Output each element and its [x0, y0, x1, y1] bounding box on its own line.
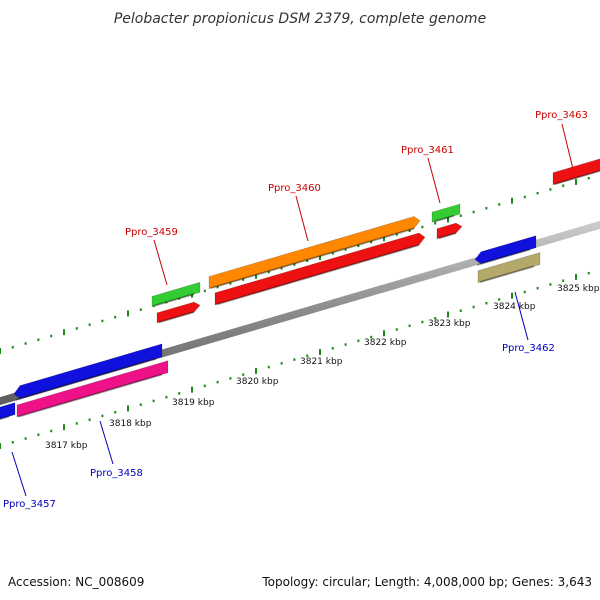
topology-summary-text: Topology: circular; Length: 4,008,000 bp…: [261, 575, 592, 589]
gene-label-ppro-3460[interactable]: Ppro_3460: [268, 183, 321, 194]
leader-ppro-3459: [153, 239, 168, 286]
scale-labels: 3817 kbp 3818 kbp 3819 kbp 3820 kbp 3821…: [45, 284, 600, 451]
gene-feature-ppro-3461-region-shade: [433, 214, 455, 223]
scale-label-3824: 3824 kbp: [493, 302, 536, 312]
gene-feature-ppro-3463: [552, 158, 600, 186]
gene-feature-ppro-3459-shade: [158, 311, 195, 324]
gene-feature-ppro-3460: [214, 232, 426, 306]
gene-feature-ppro-3458-region: [13, 343, 163, 399]
gene-feature-ppro-3457-shade: [0, 415, 10, 421]
scale-label-3820: 3820 kbp: [236, 377, 279, 387]
gene-feature-ppro-3461: [436, 222, 463, 240]
gene-feature-ppro-3459-region: [151, 281, 201, 307]
gene-label-leaders: [11, 123, 574, 497]
scale-label-3823: 3823 kbp: [428, 319, 471, 329]
gene-label-ppro-3458[interactable]: Ppro_3458: [90, 468, 143, 479]
gene-feature-ppro-3461-region: [431, 203, 461, 223]
gene-feature-ppro-3458: [16, 360, 169, 418]
map-title: Pelobacter propionicus DSM 2379, complet…: [114, 11, 486, 27]
gene-label-ppro-3462[interactable]: Ppro_3462: [502, 343, 555, 354]
reverse-strand-tick-track: [0, 271, 590, 449]
gene-feature-ppro-3460-region: [208, 216, 421, 290]
gene-feature-ppro-3460-shade: [216, 244, 420, 306]
gene-label-ppro-3463[interactable]: Ppro_3463: [535, 110, 588, 121]
gene-feature-ppro-3461-shade: [438, 232, 457, 240]
gene-feature-ppro-3460-region-shade: [210, 227, 415, 290]
gene-labels: Ppro_3457 Ppro_3458 Ppro_3459 Ppro_3460 …: [3, 110, 588, 510]
gene-feature-ppro-3458-shade: [18, 373, 163, 418]
gene-features: [0, 158, 600, 421]
gene-feature-ppro-3462-shade: [479, 265, 535, 284]
gene-feature-ppro-3457: [0, 402, 16, 420]
gene-feature-ppro-3459-region-shade: [153, 293, 195, 307]
scale-label-3821: 3821 kbp: [300, 357, 343, 367]
accession-text: Accession: NC_008609: [8, 575, 144, 589]
gene-label-ppro-3461[interactable]: Ppro_3461: [401, 145, 454, 156]
scale-label-3818: 3818 kbp: [109, 419, 152, 429]
leader-ppro-3462: [514, 291, 529, 341]
scale-label-3819: 3819 kbp: [172, 398, 215, 408]
scale-label-3817: 3817 kbp: [45, 441, 88, 451]
gene-feature-ppro-3462-region: [474, 235, 537, 265]
scale-label-3825: 3825 kbp: [557, 284, 600, 294]
gene-feature-ppro-3463-shade: [554, 169, 600, 186]
gene-feature-ppro-3462: [477, 252, 541, 284]
gene-feature-ppro-3458-region-shade: [15, 357, 157, 401]
leader-ppro-3463: [561, 123, 574, 170]
gene-feature-ppro-3459: [156, 301, 201, 324]
leader-ppro-3458: [99, 420, 114, 465]
scale-label-3822: 3822 kbp: [364, 338, 407, 348]
gene-label-ppro-3457[interactable]: Ppro_3457: [3, 499, 56, 510]
leader-ppro-3460: [295, 195, 309, 242]
gene-feature-ppro-3462-region-shade: [476, 248, 531, 266]
leader-ppro-3461: [427, 157, 441, 204]
leader-ppro-3457: [11, 451, 27, 497]
gene-label-ppro-3459[interactable]: Ppro_3459: [125, 227, 178, 238]
